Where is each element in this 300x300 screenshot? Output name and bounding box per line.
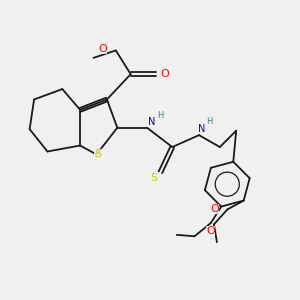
Text: H: H xyxy=(206,117,213,126)
Text: O: O xyxy=(210,205,219,214)
Text: H: H xyxy=(157,111,164,120)
Text: S: S xyxy=(150,173,158,183)
Text: N: N xyxy=(198,124,205,134)
Text: O: O xyxy=(160,69,169,79)
Text: S: S xyxy=(94,149,101,160)
Text: O: O xyxy=(99,44,107,54)
Text: N: N xyxy=(148,117,155,128)
Text: O: O xyxy=(206,226,215,236)
